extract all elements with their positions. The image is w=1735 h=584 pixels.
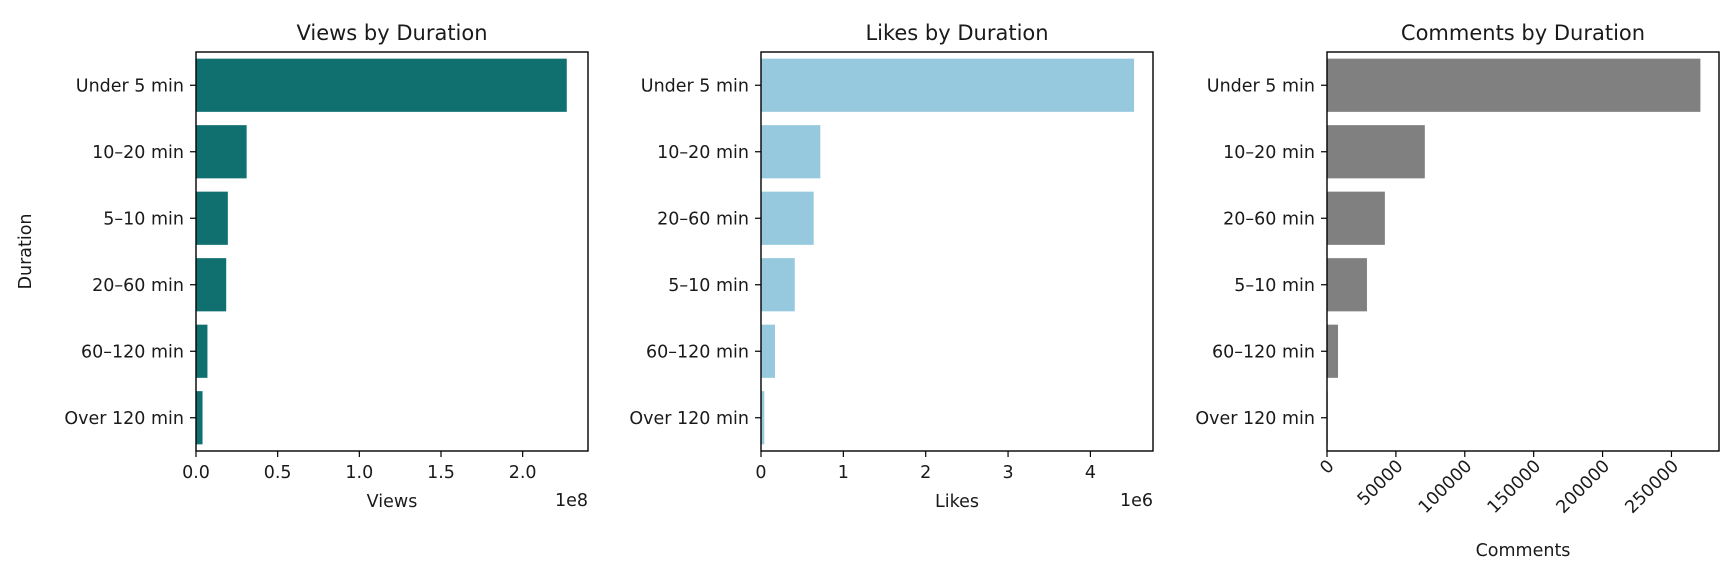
x-tick-label: 100000 [1415, 456, 1476, 517]
y-tick-label: Under 5 min [641, 76, 749, 96]
bar [1327, 324, 1339, 378]
x-tick-label: 2 [920, 463, 931, 483]
axes-frame [195, 51, 589, 452]
bar [196, 391, 203, 445]
chart-title: Comments by Duration [1401, 21, 1645, 45]
bar [196, 125, 247, 179]
y-tick-label: 5–10 min [1234, 276, 1315, 296]
chart-title: Views by Duration [296, 21, 487, 45]
y-tick-label: 60–120 min [1212, 342, 1315, 362]
x-axis-label: Likes [935, 492, 979, 512]
chart-panel-3: Under 5 min 10–20 min 20–60 min 5–10 min 60–… [1195, 21, 1720, 561]
bar [196, 191, 228, 245]
x-tick-label: 2.0 [509, 463, 537, 483]
x-tick-label: 0.5 [264, 463, 292, 483]
x-tick-label: 200000 [1553, 456, 1614, 517]
y-tick-label: Over 120 min [1195, 409, 1315, 429]
x-tick-label: 250000 [1622, 456, 1683, 517]
x-tick-label: 4 [1085, 463, 1096, 483]
chart-panel-2: Under 5 min 10–20 min 20–60 min 5–10 min 60–… [629, 21, 1154, 512]
y-tick-label: 10–20 min [657, 143, 749, 163]
chart-panel-1: Under 5 min 10–20 min 5–10 min 20–60 min 60–… [16, 21, 589, 512]
y-tick-label: 20–60 min [92, 276, 184, 296]
x-axis-offset-text: 1e8 [555, 491, 588, 511]
bar [1327, 258, 1367, 312]
bar [761, 191, 814, 245]
bar [1327, 58, 1701, 112]
y-tick-label: 10–20 min [92, 143, 184, 163]
y-tick-label: 20–60 min [1223, 209, 1315, 229]
x-axis-offset-text: 1e6 [1120, 491, 1153, 511]
bar [761, 125, 821, 179]
bar [196, 58, 567, 112]
bar [196, 258, 227, 312]
axes-frame [760, 51, 1154, 452]
y-tick-label: Under 5 min [76, 76, 184, 96]
x-tick-label: 0.0 [182, 463, 210, 483]
x-tick-label: 1.5 [427, 463, 455, 483]
y-tick-label: 5–10 min [103, 209, 184, 229]
y-tick-label: Under 5 min [1207, 76, 1315, 96]
bar [761, 324, 775, 378]
bar [761, 258, 795, 312]
y-tick-label: 60–120 min [81, 342, 184, 362]
y-tick-label: Over 120 min [64, 409, 184, 429]
x-tick-label: 50000 [1354, 456, 1408, 510]
y-tick-label: 10–20 min [1223, 143, 1315, 163]
x-tick-label: 0 [1317, 456, 1339, 478]
x-tick-label: 0 [755, 463, 766, 483]
y-axis-label: Duration [16, 213, 36, 289]
axes-frame [1326, 51, 1720, 452]
x-tick-label: 150000 [1484, 456, 1545, 517]
x-tick-label: 3 [1002, 463, 1013, 483]
bar [196, 324, 208, 378]
chart-title: Likes by Duration [865, 21, 1048, 45]
x-axis-label: Comments [1476, 541, 1571, 561]
y-tick-label: 60–120 min [646, 342, 749, 362]
bar [761, 391, 765, 445]
bar [1327, 191, 1385, 245]
y-tick-label: 5–10 min [668, 276, 749, 296]
x-tick-label: 1 [838, 463, 849, 483]
y-tick-label: Over 120 min [629, 409, 749, 429]
bar [761, 58, 1135, 112]
x-axis-label: Views [367, 492, 418, 512]
x-tick-label: 1.0 [345, 463, 373, 483]
y-tick-label: 20–60 min [657, 209, 749, 229]
bar [1327, 125, 1425, 179]
